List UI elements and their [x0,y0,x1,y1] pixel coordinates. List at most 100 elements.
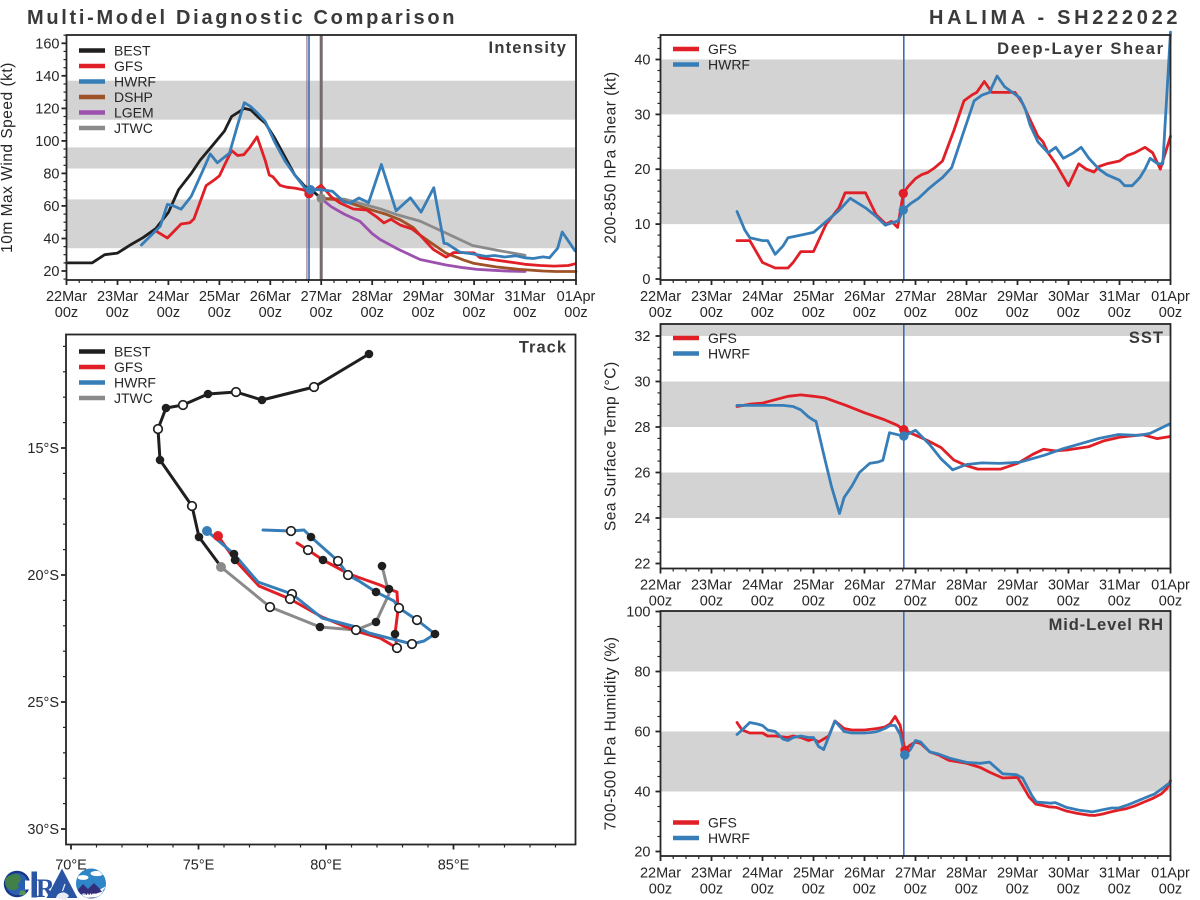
svg-text:00z: 00z [802,593,825,609]
svg-text:00z: 00z [955,881,978,897]
svg-text:01Apr: 01Apr [1151,289,1190,305]
svg-text:22Mar: 22Mar [46,289,87,305]
svg-text:700-500 hPa Humidity (%): 700-500 hPa Humidity (%) [603,637,620,831]
svg-text:23Mar: 23Mar [691,289,732,305]
svg-text:00z: 00z [1057,881,1080,897]
svg-text:28: 28 [634,420,650,436]
svg-text:23Mar: 23Mar [97,289,138,305]
svg-text:00z: 00z [55,305,78,321]
svg-text:HWRF: HWRF [708,57,750,73]
svg-text:00z: 00z [700,881,723,897]
svg-text:GFS: GFS [708,815,737,831]
svg-text:60: 60 [634,725,650,741]
svg-text:00z: 00z [751,305,774,321]
svg-text:00z: 00z [1159,593,1182,609]
svg-text:GFS: GFS [114,359,143,375]
svg-text:22Mar: 22Mar [640,578,681,594]
svg-text:DSHP: DSHP [114,89,153,105]
svg-text:00z: 00z [700,593,723,609]
svg-text:31Mar: 31Mar [1099,578,1140,594]
svg-text:20°S: 20°S [27,568,59,584]
svg-text:00z: 00z [1108,593,1131,609]
svg-text:HWRF: HWRF [114,375,156,391]
svg-text:00z: 00z [853,593,876,609]
svg-text:100: 100 [626,605,650,621]
svg-text:30°S: 30°S [27,822,59,838]
svg-text:22Mar: 22Mar [640,289,681,305]
svg-text:00z: 00z [1006,305,1029,321]
svg-text:27Mar: 27Mar [301,289,342,305]
svg-text:20: 20 [634,162,650,178]
svg-text:00z: 00z [1006,881,1029,897]
svg-text:00z: 00z [310,305,333,321]
svg-text:25Mar: 25Mar [793,866,834,882]
svg-text:Mid-Level RH: Mid-Level RH [1049,616,1164,634]
svg-text:00z: 00z [259,305,282,321]
svg-text:28Mar: 28Mar [946,866,987,882]
svg-text:28Mar: 28Mar [352,289,393,305]
svg-text:30Mar: 30Mar [1048,578,1089,594]
svg-text:HALIMA - SH222022: HALIMA - SH222022 [929,7,1181,29]
svg-text:10m Max Wind Speed (kt): 10m Max Wind Speed (kt) [0,62,16,253]
svg-text:100: 100 [35,134,59,150]
svg-text:SST: SST [1129,329,1164,347]
svg-text:20: 20 [634,845,650,861]
svg-text:Track: Track [519,339,567,357]
svg-text:60: 60 [43,199,59,215]
svg-text:26: 26 [634,466,650,482]
svg-text:00z: 00z [106,305,129,321]
svg-text:00z: 00z [1159,305,1182,321]
svg-text:Intensity: Intensity [489,39,568,57]
svg-text:00z: 00z [564,305,587,321]
svg-text:75°E: 75°E [183,858,215,874]
svg-text:26Mar: 26Mar [844,289,885,305]
svg-text:30Mar: 30Mar [1048,866,1089,882]
svg-text:27Mar: 27Mar [895,578,936,594]
svg-text:00z: 00z [649,305,672,321]
svg-text:00z: 00z [955,593,978,609]
svg-text:29Mar: 29Mar [997,289,1038,305]
svg-text:24Mar: 24Mar [742,289,783,305]
svg-text:00z: 00z [1159,881,1182,897]
svg-text:01Apr: 01Apr [557,289,596,305]
svg-text:40: 40 [634,53,650,69]
svg-text:00z: 00z [462,305,485,321]
svg-text:00z: 00z [802,881,825,897]
svg-text:29Mar: 29Mar [997,866,1038,882]
svg-text:28Mar: 28Mar [946,289,987,305]
svg-text:0: 0 [642,272,650,288]
svg-text:28Mar: 28Mar [946,578,987,594]
svg-text:32: 32 [634,329,650,345]
svg-text:120: 120 [35,101,59,117]
svg-text:00z: 00z [157,305,180,321]
svg-text:GFS: GFS [708,41,737,57]
svg-text:00z: 00z [853,305,876,321]
svg-text:25Mar: 25Mar [793,578,834,594]
svg-text:22Mar: 22Mar [640,866,681,882]
svg-text:RAMMB: RAMMB [82,894,102,900]
svg-text:LGEM: LGEM [114,105,154,121]
svg-text:25Mar: 25Mar [199,289,240,305]
svg-text:25°S: 25°S [27,695,59,711]
svg-text:HWRF: HWRF [114,74,156,90]
svg-text:00z: 00z [751,881,774,897]
svg-text:JTWC: JTWC [114,390,153,406]
svg-text:Multi-Model Diagnostic Compari: Multi-Model Diagnostic Comparison [27,7,457,29]
svg-text:00z: 00z [412,305,435,321]
svg-text:70°E: 70°E [55,858,87,874]
svg-text:00z: 00z [904,305,927,321]
svg-text:31Mar: 31Mar [504,289,545,305]
svg-text:15°S: 15°S [27,441,59,457]
svg-text:40: 40 [634,785,650,801]
svg-text:24: 24 [634,511,650,527]
svg-text:23Mar: 23Mar [691,578,732,594]
svg-text:27Mar: 27Mar [895,866,936,882]
svg-text:10: 10 [634,217,650,233]
svg-text:27Mar: 27Mar [895,289,936,305]
svg-text:22: 22 [634,557,650,573]
svg-text:24Mar: 24Mar [742,578,783,594]
svg-text:00z: 00z [1057,305,1080,321]
svg-text:Deep-Layer Shear: Deep-Layer Shear [997,40,1165,58]
svg-text:00z: 00z [955,305,978,321]
svg-text:01Apr: 01Apr [1151,866,1190,882]
